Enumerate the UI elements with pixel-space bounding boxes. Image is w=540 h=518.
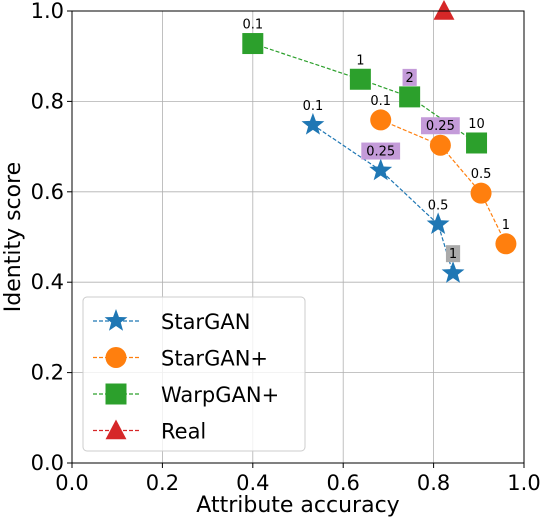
- legend-marker-warpgan-: [105, 383, 127, 405]
- series-markers: [242, 0, 517, 283]
- x-tick-label-0: 0.0: [55, 471, 88, 495]
- y-tick-label-2: 0.4: [31, 270, 64, 294]
- data-point-stargan--1: [429, 134, 451, 156]
- data-point-warpgan--1: [349, 68, 371, 90]
- point-label-warpgan--0: 0.1: [242, 18, 263, 33]
- point-label-stargan--2: 0.5: [471, 167, 492, 182]
- data-point-stargan-0: [301, 112, 325, 135]
- legend-label-real: Real: [161, 420, 206, 444]
- point-label-highlight-stargan-1: [361, 142, 401, 160]
- x-tick-label-1: 0.2: [146, 471, 179, 495]
- point-label-warpgan--3: 10: [468, 117, 485, 132]
- legend-label-stargan: StarGAN: [161, 310, 250, 334]
- point-label-warpgan--2: 2: [406, 71, 414, 86]
- point-label-warpgan--1: 1: [356, 53, 364, 68]
- x-tick-label-5: 1.0: [507, 471, 540, 495]
- point-label-highlight-warpgan--2: [402, 68, 417, 86]
- y-axis-ticks: 0.0 0.2 0.4 0.6 0.8 1.0: [31, 0, 72, 475]
- data-point-stargan--3: [495, 233, 517, 255]
- point-labels: 0.1 0.25 0.5 1 0.1 0.25 0.5 1 0.1 1 2 10: [242, 18, 510, 263]
- point-label-stargan--3: 1: [502, 218, 510, 233]
- point-label-stargan--0: 0.1: [370, 94, 391, 109]
- legend-label-stargan-: StarGAN+: [161, 347, 268, 371]
- point-label-highlight-stargan--1: [420, 117, 460, 135]
- point-label-stargan-0: 0.1: [303, 99, 324, 114]
- y-axis-label: Identity score: [1, 162, 26, 312]
- series-line-stargan: [312, 124, 454, 274]
- data-point-stargan--0: [370, 109, 392, 131]
- legend-marker-stargan: [104, 309, 128, 331]
- point-label-stargan-1: 0.25: [366, 145, 395, 160]
- y-tick-label-4: 0.8: [31, 89, 64, 113]
- series-line-stargan-: [380, 119, 507, 245]
- legend-marker-stargan-: [105, 347, 127, 368]
- y-tick-label-0: 0.0: [31, 451, 64, 475]
- point-label-stargan--1: 0.25: [426, 119, 455, 134]
- legend: StarGAN StarGAN+ WarpGAN+ Real: [82, 296, 306, 452]
- x-tick-label-3: 0.6: [326, 471, 359, 495]
- point-label-stargan-3: 1: [449, 247, 457, 262]
- point-label-highlight-stargan-3: [445, 245, 461, 263]
- x-tick-label-4: 0.8: [417, 471, 450, 495]
- data-point-stargan-2: [426, 212, 450, 235]
- y-tick-label-1: 0.2: [31, 361, 64, 385]
- legend-marker-real: [105, 419, 127, 440]
- data-point-stargan-3: [441, 261, 465, 283]
- data-point-warpgan--3: [466, 132, 488, 154]
- plot-frame: [71, 10, 525, 464]
- y-tick-label-3: 0.6: [31, 180, 64, 204]
- legend-label-warpgan-: WarpGAN+: [161, 383, 279, 407]
- x-tick-label-2: 0.4: [236, 471, 269, 495]
- legend-box: [82, 296, 306, 452]
- y-tick-label-5: 1.0: [31, 0, 64, 23]
- point-label-stargan-2: 0.5: [428, 198, 449, 213]
- x-axis-ticks: 0.0 0.2 0.4 0.6 0.8 1.0: [55, 463, 540, 495]
- x-axis-label: Attribute accuracy: [196, 493, 399, 518]
- data-point-stargan--2: [470, 182, 492, 204]
- data-point-warpgan--2: [399, 86, 421, 108]
- data-point-real-0: [433, 0, 455, 20]
- data-point-warpgan--0: [242, 33, 264, 55]
- data-point-stargan-1: [369, 158, 393, 181]
